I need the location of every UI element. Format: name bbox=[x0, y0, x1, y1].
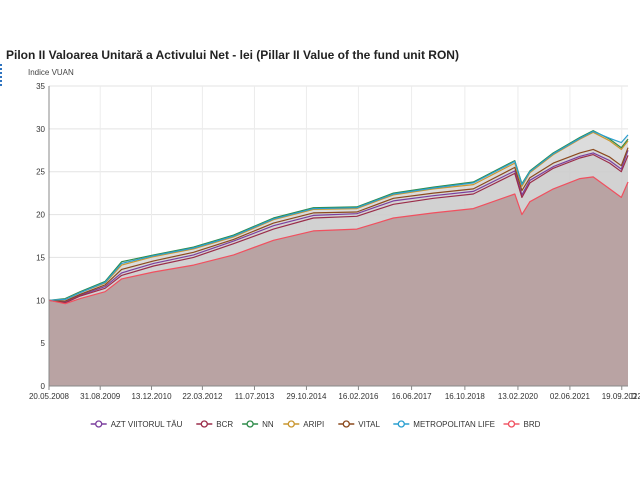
legend-swatch-marker bbox=[246, 420, 254, 428]
legend-swatch-marker bbox=[95, 420, 103, 428]
legend-item[interactable]: ARIPI bbox=[283, 420, 324, 429]
series-line-3 bbox=[48, 131, 629, 301]
series-line-0 bbox=[48, 150, 629, 303]
x-tick-label: 19.09.2022 bbox=[602, 392, 640, 401]
legend-label: VITAL bbox=[358, 420, 380, 429]
x-tick-label: 13.02.2020 bbox=[498, 392, 539, 401]
legend-label: ARIPI bbox=[303, 420, 324, 429]
x-tick-label: 16.10.2018 bbox=[445, 392, 486, 401]
legend-swatch-marker bbox=[397, 420, 405, 428]
y-tick-label: 0 bbox=[41, 382, 46, 391]
x-tick-label: 16.02.2016 bbox=[338, 392, 379, 401]
series-line-2 bbox=[48, 130, 629, 301]
legend-item[interactable]: NN bbox=[242, 420, 274, 429]
y-tick-label: 5 bbox=[41, 339, 46, 348]
y-tick-label: 30 bbox=[36, 125, 45, 134]
series-lines bbox=[48, 130, 629, 305]
series-line-6 bbox=[48, 176, 629, 305]
x-tick-label: 31.08.2009 bbox=[80, 392, 121, 401]
y-tick-label: 35 bbox=[36, 82, 45, 91]
x-tick-label: 20.05.2008 bbox=[29, 392, 70, 401]
x-tick-label: 02.06.2021 bbox=[550, 392, 591, 401]
legend-label: AZT VIITORUL TĂU bbox=[111, 420, 183, 429]
chart-title: Pilon II Valoarea Unitară a Activului Ne… bbox=[6, 48, 459, 62]
legend-label: NN bbox=[262, 420, 274, 429]
y-tick-label: 25 bbox=[36, 168, 45, 177]
series-line-1 bbox=[48, 154, 629, 304]
legend-swatch-marker bbox=[342, 420, 350, 428]
y-axis-title: Indice VUAN bbox=[28, 68, 74, 77]
legend-swatch-marker bbox=[200, 420, 208, 428]
y-tick-label: 15 bbox=[36, 253, 45, 262]
series-area-6 bbox=[49, 176, 628, 386]
series-line-4 bbox=[48, 147, 629, 302]
x-tick-label: 22.03.2012 bbox=[182, 392, 223, 401]
x-tick-label: 29.10.2014 bbox=[286, 392, 327, 401]
legend-label: METROPOLITAN LIFE bbox=[413, 420, 495, 429]
x-tick-label: 11.07.2013 bbox=[235, 392, 275, 401]
legend-item[interactable]: METROPOLITAN LIFE bbox=[393, 420, 495, 429]
legend-item[interactable]: BRD bbox=[503, 420, 541, 429]
y-tick-label: 20 bbox=[36, 211, 45, 220]
legend[interactable]: AZT VIITORUL TĂU BCR NN ARIPI VITAL METROPOLI… bbox=[90, 420, 541, 429]
series-line-5 bbox=[48, 130, 629, 301]
legend-swatch-marker bbox=[507, 420, 516, 428]
legend-label: BRD bbox=[524, 420, 541, 429]
x-tick-label: 13.12.2010 bbox=[131, 392, 172, 401]
legend-swatch-marker bbox=[287, 420, 295, 428]
legend-item[interactable]: VITAL bbox=[338, 420, 380, 429]
axes: 0 5 10 15 20 25 30 35 20.05.2008 31.08.2009 13.12.… bbox=[29, 82, 640, 401]
legend-label: BCR bbox=[216, 420, 233, 429]
x-axis-title: D bbox=[631, 392, 637, 401]
y-tick-label: 10 bbox=[36, 296, 45, 305]
edge-decoration bbox=[0, 64, 3, 118]
legend-item[interactable]: BCR bbox=[196, 420, 233, 429]
legend-item[interactable]: AZT VIITORUL TĂU bbox=[90, 420, 183, 429]
series-areas bbox=[49, 130, 628, 386]
x-tick-label: 16.06.2017 bbox=[392, 392, 433, 401]
